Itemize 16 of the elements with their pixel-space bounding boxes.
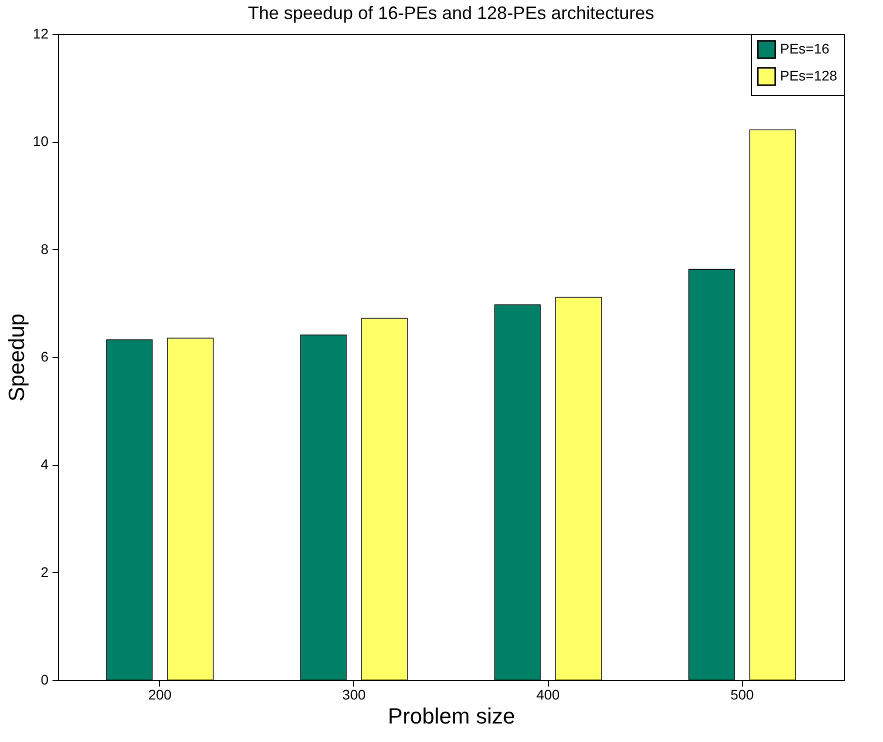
x-axis-title: Problem size — [388, 704, 516, 728]
y-tick-label: 4 — [40, 456, 49, 472]
x-tick-label: 400 — [536, 686, 560, 702]
x-tick-label: 500 — [730, 686, 754, 702]
legend-label: PEs=16 — [780, 40, 830, 56]
x-tick-label: 200 — [148, 686, 172, 702]
y-tick-label: 10 — [32, 133, 49, 150]
x-tick-label: 300 — [342, 686, 366, 702]
y-tick-label: 8 — [40, 240, 49, 257]
y-tick-label: 6 — [40, 348, 49, 364]
legend-label: PEs=128 — [780, 68, 838, 84]
chart-title: The speedup of 16-PEs and 128-PEs architectures — [248, 3, 654, 23]
y-tick-label: 12 — [32, 26, 49, 42]
y-axis-title: Speedup — [4, 313, 29, 402]
y-tick-label: 0 — [40, 672, 49, 688]
y-tick-label: 2 — [40, 564, 49, 580]
